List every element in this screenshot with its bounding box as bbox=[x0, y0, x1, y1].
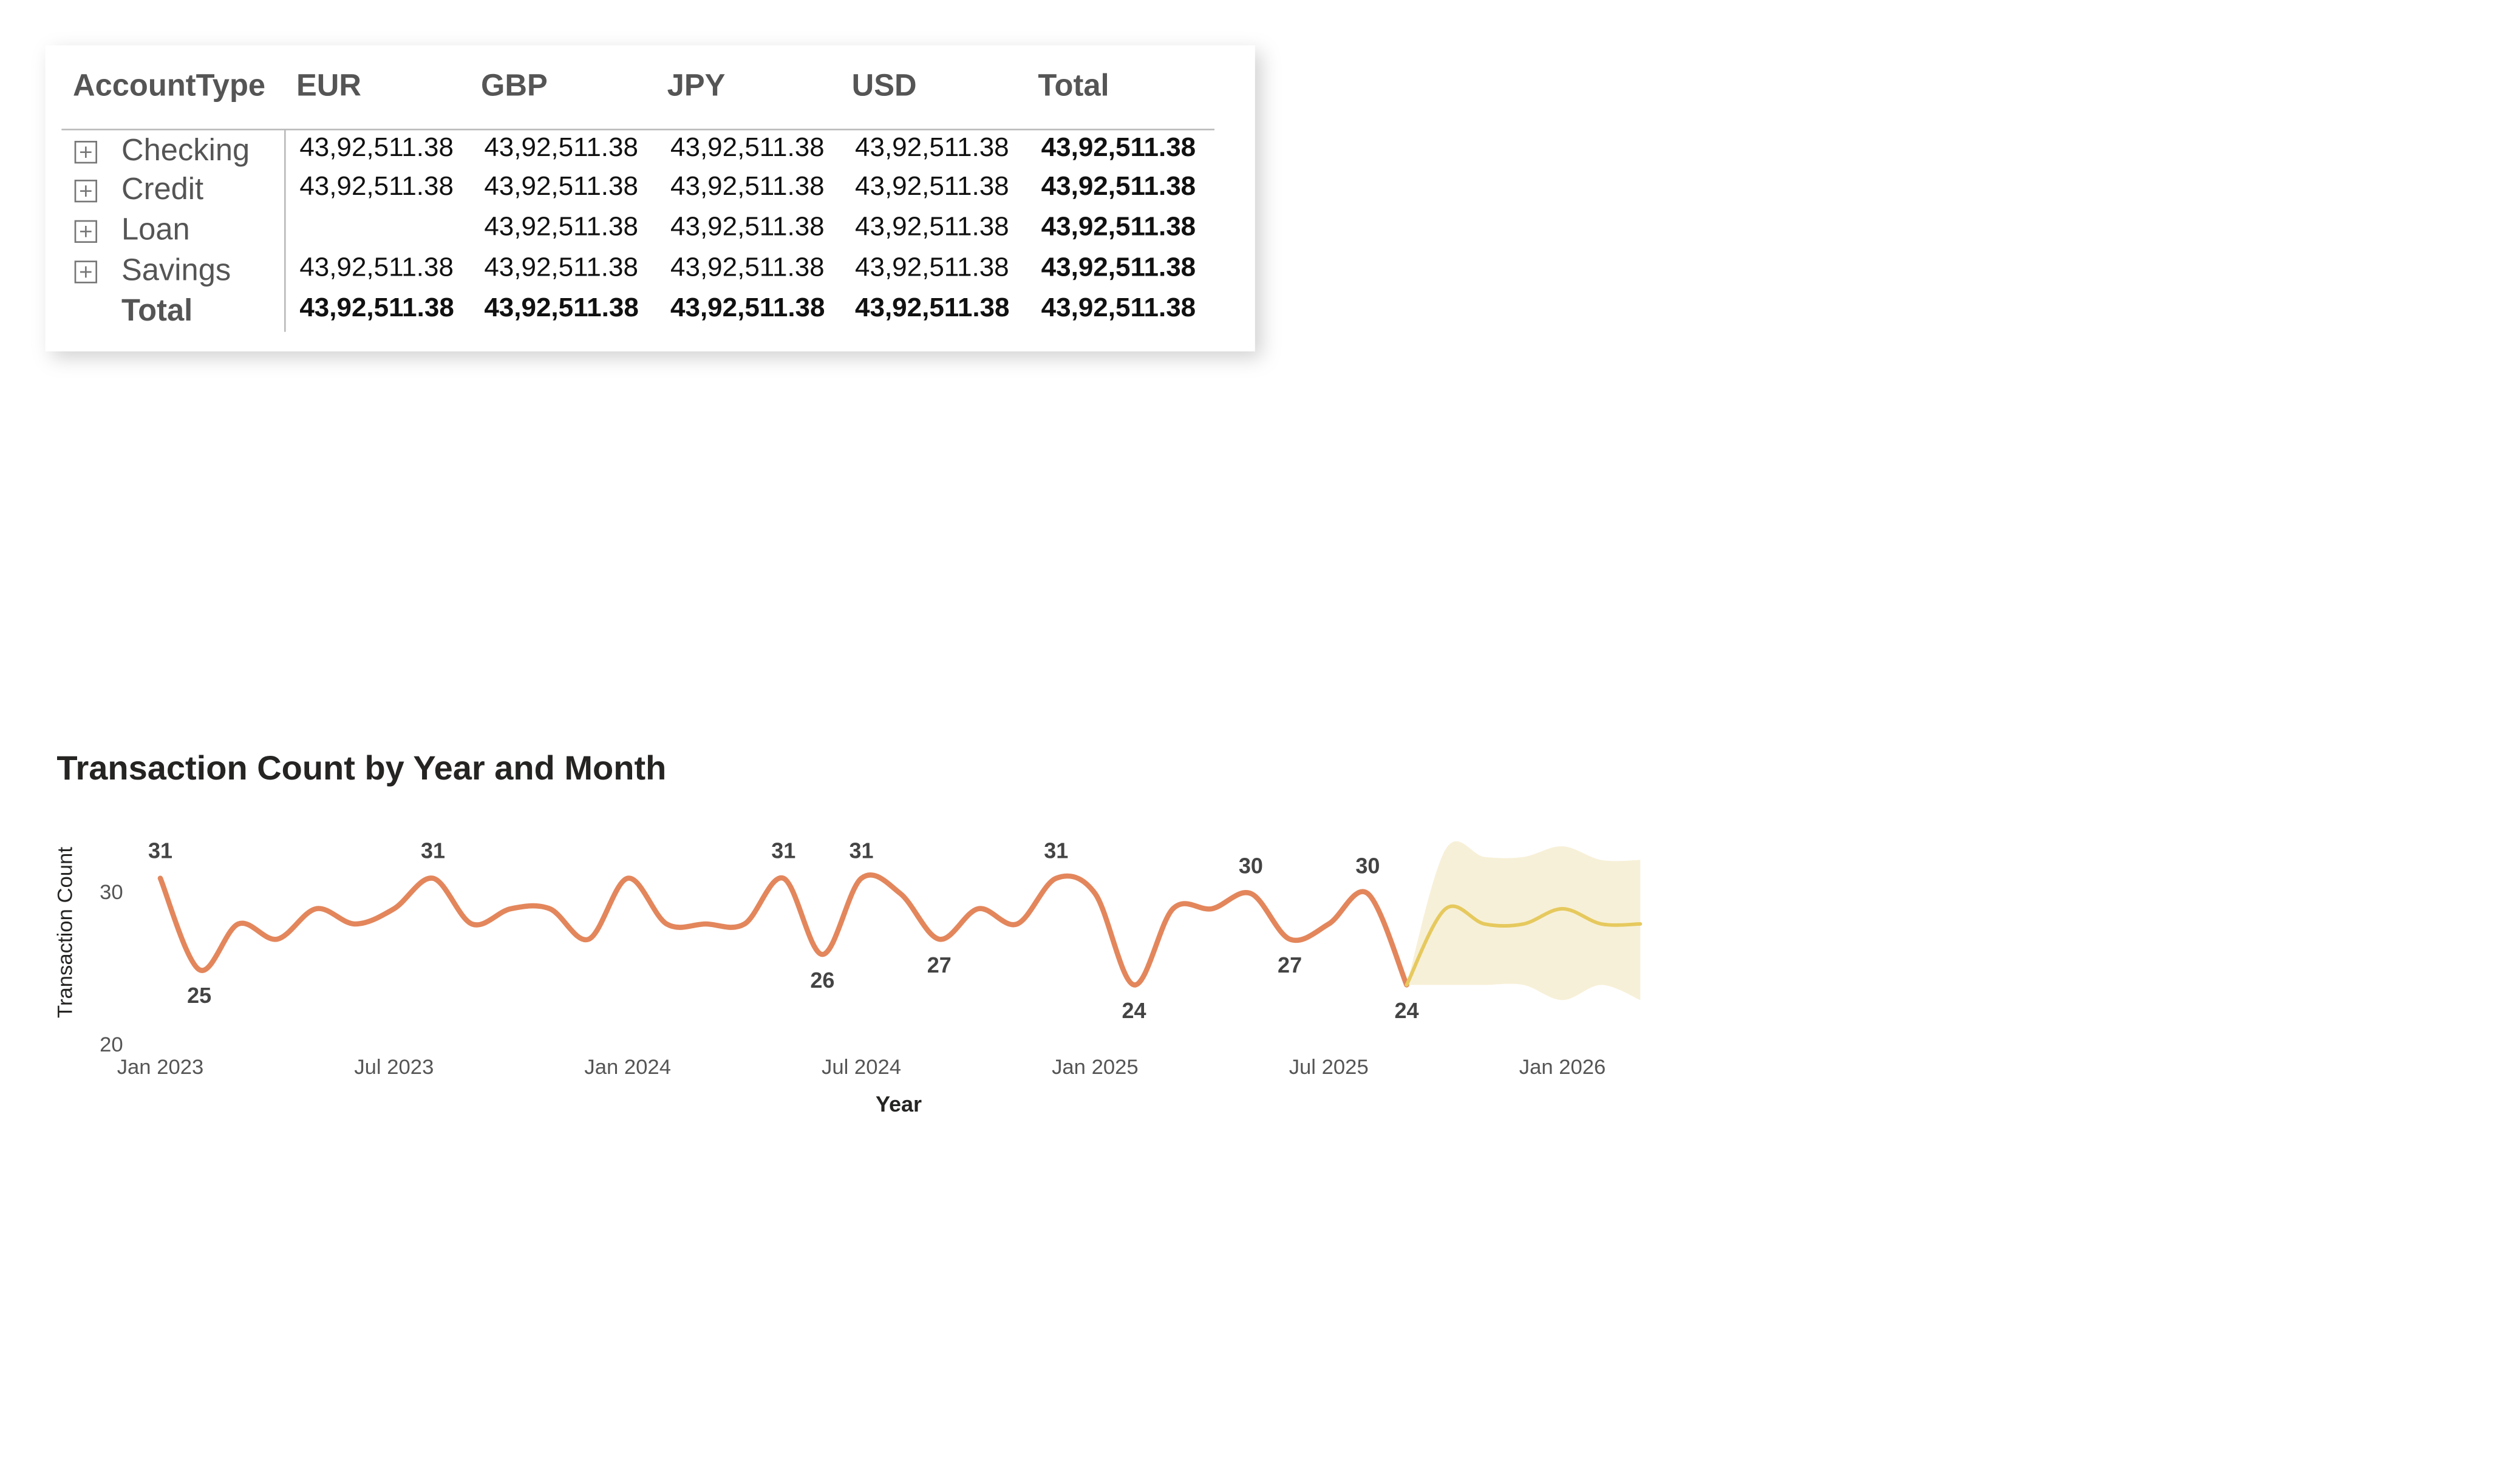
x-tick-label: Jul 2025 bbox=[1289, 1056, 1369, 1079]
data-label: 31 bbox=[148, 838, 172, 863]
forecast-band bbox=[1406, 841, 1641, 1000]
x-tick-label: Jan 2026 bbox=[1519, 1056, 1606, 1079]
total-label: Total bbox=[121, 293, 192, 327]
data-label: 31 bbox=[421, 838, 445, 863]
cell: 43,92,511.38 bbox=[670, 132, 825, 162]
data-label: 25 bbox=[187, 983, 211, 1008]
data-label: 30 bbox=[1355, 854, 1380, 878]
cell: 43,92,511.38 bbox=[670, 212, 825, 242]
cell: 43,92,511.38 bbox=[855, 171, 1009, 201]
y-tick-label: 20 bbox=[100, 1033, 123, 1056]
chart-title: Transaction Count by Year and Month bbox=[56, 749, 666, 787]
expand-plus bbox=[80, 146, 92, 158]
total-cell: 43,92,511.38 bbox=[299, 293, 454, 322]
row-label: Checking bbox=[121, 132, 250, 167]
expand-plus bbox=[80, 266, 92, 278]
table-card bbox=[45, 45, 1255, 352]
data-label: 31 bbox=[850, 838, 874, 863]
cell: 43,92,511.38 bbox=[299, 132, 454, 162]
column-header: JPY bbox=[667, 67, 726, 102]
column-header: AccountType bbox=[73, 67, 265, 102]
data-label: 30 bbox=[1239, 854, 1263, 878]
data-label: 27 bbox=[1278, 953, 1302, 977]
y-tick-label: 30 bbox=[100, 881, 123, 904]
series-line bbox=[157, 872, 1409, 988]
column-header: EUR bbox=[296, 67, 361, 102]
total-cell: 43,92,511.38 bbox=[1041, 293, 1196, 322]
cell: 43,92,511.38 bbox=[299, 252, 454, 282]
x-tick-label: Jan 2023 bbox=[117, 1056, 204, 1079]
data-label: 31 bbox=[1044, 838, 1068, 863]
expand-plus bbox=[80, 185, 92, 197]
cell: 43,92,511.38 bbox=[1041, 212, 1196, 242]
cell: 43,92,511.38 bbox=[484, 252, 638, 282]
data-label: 31 bbox=[771, 838, 795, 863]
data-label: 24 bbox=[1122, 998, 1146, 1023]
total-cell: 43,92,511.38 bbox=[855, 293, 1009, 322]
cell: 43,92,511.38 bbox=[670, 252, 825, 282]
cell: 43,92,511.38 bbox=[484, 171, 638, 201]
cell: 43,92,511.38 bbox=[1041, 132, 1196, 162]
cell: 43,92,511.38 bbox=[855, 252, 1009, 282]
cell: 43,92,511.38 bbox=[484, 132, 638, 162]
expand-button[interactable] bbox=[74, 220, 97, 243]
row-label: Loan bbox=[121, 212, 190, 246]
column-header: GBP bbox=[481, 67, 548, 102]
row-label: Savings bbox=[121, 252, 231, 287]
cell: 43,92,511.38 bbox=[855, 132, 1009, 162]
cell: 43,92,511.38 bbox=[1041, 252, 1196, 282]
x-axis-label: Year bbox=[876, 1092, 922, 1116]
column-header: Total bbox=[1038, 67, 1109, 102]
data-label: 26 bbox=[810, 968, 834, 993]
data-label: 24 bbox=[1394, 998, 1418, 1023]
row-label: Credit bbox=[121, 171, 203, 206]
series-line bbox=[1405, 904, 1643, 987]
x-tick-label: Jul 2024 bbox=[822, 1056, 901, 1079]
total-cell: 43,92,511.38 bbox=[670, 293, 825, 322]
x-tick-label: Jan 2024 bbox=[584, 1056, 671, 1079]
cell: 43,92,511.38 bbox=[299, 171, 454, 201]
x-tick-label: Jan 2025 bbox=[1052, 1056, 1139, 1079]
y-axis-label: Transaction Count bbox=[53, 847, 77, 1018]
cell: 43,92,511.38 bbox=[670, 171, 825, 201]
cell: 43,92,511.38 bbox=[484, 212, 638, 242]
cell: 43,92,511.38 bbox=[1041, 171, 1196, 201]
total-cell: 43,92,511.38 bbox=[484, 293, 638, 322]
data-label: 27 bbox=[927, 953, 952, 977]
cell: 43,92,511.38 bbox=[855, 212, 1009, 242]
x-tick-label: Jul 2023 bbox=[354, 1056, 434, 1079]
column-header: USD bbox=[852, 67, 917, 102]
expand-plus bbox=[80, 226, 92, 237]
